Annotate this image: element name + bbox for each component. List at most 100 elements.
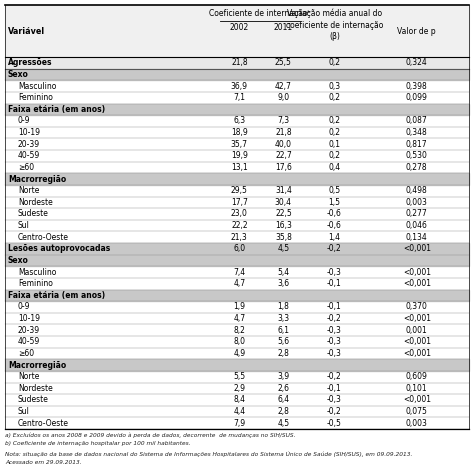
Text: 0,046: 0,046 [406, 221, 428, 230]
Text: -0,1: -0,1 [327, 279, 342, 288]
Text: 3,6: 3,6 [277, 279, 290, 288]
Text: Norte: Norte [18, 186, 39, 195]
Text: -0,3: -0,3 [327, 395, 342, 404]
Text: 2,6: 2,6 [277, 384, 290, 393]
Text: 0,609: 0,609 [406, 372, 428, 381]
Text: -0,6: -0,6 [327, 221, 342, 230]
Text: 0,398: 0,398 [406, 82, 428, 91]
Text: 2002: 2002 [230, 23, 249, 32]
Text: 23,0: 23,0 [231, 209, 248, 218]
Text: 36,9: 36,9 [231, 82, 248, 91]
Text: 4,7: 4,7 [233, 279, 246, 288]
Text: Sudeste: Sudeste [18, 209, 49, 218]
Text: 25,5: 25,5 [275, 58, 292, 67]
Text: 10-19: 10-19 [18, 128, 40, 137]
Text: 7,1: 7,1 [233, 93, 246, 102]
Text: Sexo: Sexo [8, 70, 29, 79]
Text: -0,2: -0,2 [327, 314, 342, 323]
Bar [5, 289, 469, 301]
Text: Sudeste: Sudeste [18, 395, 49, 404]
Text: Nota: situação da base de dados nacional do Sistema de Informações Hospitalares : Nota: situação da base de dados nacional… [5, 451, 412, 457]
Text: Feminino: Feminino [18, 93, 53, 102]
Text: 1,4: 1,4 [328, 233, 340, 242]
Text: 0,5: 0,5 [328, 186, 340, 195]
Text: -0,2: -0,2 [327, 372, 342, 381]
Text: 0,277: 0,277 [406, 209, 428, 218]
Bar [5, 57, 469, 68]
Text: -0,5: -0,5 [327, 418, 342, 428]
Text: -0,6: -0,6 [327, 209, 342, 218]
Text: -0,2: -0,2 [327, 244, 342, 253]
Text: 5,4: 5,4 [277, 267, 290, 276]
Text: a) Excluídos os anos 2008 e 2009 devido à perda de dados, decorrente  de mudança: a) Excluídos os anos 2008 e 2009 devido … [5, 432, 295, 437]
Text: <0,001: <0,001 [403, 267, 431, 276]
Text: 0,278: 0,278 [406, 163, 428, 172]
Text: Sul: Sul [18, 221, 30, 230]
Text: Variável: Variável [8, 27, 45, 36]
Text: 0-9: 0-9 [18, 116, 30, 125]
Text: 0,817: 0,817 [406, 140, 428, 149]
Text: 0,530: 0,530 [406, 152, 428, 161]
Text: Sul: Sul [18, 407, 30, 416]
Text: 0,370: 0,370 [406, 303, 428, 312]
Text: 21,3: 21,3 [231, 233, 248, 242]
Text: 0,324: 0,324 [406, 58, 428, 67]
Text: -0,3: -0,3 [327, 337, 342, 346]
Text: 21,8: 21,8 [231, 58, 247, 67]
Text: 3,9: 3,9 [277, 372, 290, 381]
Text: b) Coeficiente de internação hospitalar por 100 mil habitantes.: b) Coeficiente de internação hospitalar … [5, 441, 191, 446]
Text: 4,5: 4,5 [277, 244, 290, 253]
Text: 22,2: 22,2 [231, 221, 247, 230]
Text: -0,2: -0,2 [327, 407, 342, 416]
Text: 5,6: 5,6 [277, 337, 290, 346]
Text: 4,7: 4,7 [233, 314, 246, 323]
Bar [5, 68, 469, 80]
Text: 0,2: 0,2 [328, 152, 340, 161]
Text: 29,5: 29,5 [231, 186, 248, 195]
Text: 0,4: 0,4 [328, 163, 340, 172]
Text: 8,2: 8,2 [233, 326, 245, 335]
Text: 0,3: 0,3 [328, 82, 340, 91]
Text: Macrorregião: Macrorregião [8, 361, 66, 370]
Bar [5, 359, 469, 371]
Text: 17,6: 17,6 [275, 163, 292, 172]
Text: 0,101: 0,101 [406, 384, 428, 393]
Bar [5, 255, 469, 266]
Text: 0,075: 0,075 [406, 407, 428, 416]
Text: 1,8: 1,8 [277, 303, 289, 312]
Bar [5, 104, 469, 115]
Text: 20-39: 20-39 [18, 140, 40, 149]
Text: -0,3: -0,3 [327, 349, 342, 358]
Text: 17,7: 17,7 [231, 198, 248, 207]
Text: -0,1: -0,1 [327, 384, 342, 393]
Text: 3,3: 3,3 [277, 314, 290, 323]
Text: 16,3: 16,3 [275, 221, 292, 230]
Text: 7,3: 7,3 [277, 116, 290, 125]
Text: 0,003: 0,003 [406, 418, 428, 428]
Text: Nordeste: Nordeste [18, 384, 53, 393]
Text: 13,1: 13,1 [231, 163, 248, 172]
Text: 0,2: 0,2 [328, 93, 340, 102]
Text: 4,5: 4,5 [277, 418, 290, 428]
Text: 5,5: 5,5 [233, 372, 246, 381]
Text: 2011: 2011 [274, 23, 293, 32]
Text: Variação média anual do
coeficiente de internação
(β): Variação média anual do coeficiente de i… [286, 9, 383, 41]
Text: Macrorregião: Macrorregião [8, 175, 66, 183]
Text: 0-9: 0-9 [18, 303, 30, 312]
Text: 1,9: 1,9 [233, 303, 246, 312]
Text: 20-39: 20-39 [18, 326, 40, 335]
Text: 0,087: 0,087 [406, 116, 428, 125]
Text: Centro-Oeste: Centro-Oeste [18, 233, 69, 242]
Bar [5, 5, 469, 57]
Text: 1,5: 1,5 [328, 198, 340, 207]
Text: ≥60: ≥60 [18, 163, 34, 172]
Text: Norte: Norte [18, 372, 39, 381]
Text: 0,001: 0,001 [406, 326, 428, 335]
Text: 2,8: 2,8 [277, 349, 289, 358]
Text: <0,001: <0,001 [403, 395, 431, 404]
Text: 6,3: 6,3 [233, 116, 246, 125]
Text: <0,001: <0,001 [403, 349, 431, 358]
Text: 40-59: 40-59 [18, 337, 40, 346]
Text: <0,001: <0,001 [403, 244, 431, 253]
Text: 40,0: 40,0 [275, 140, 292, 149]
